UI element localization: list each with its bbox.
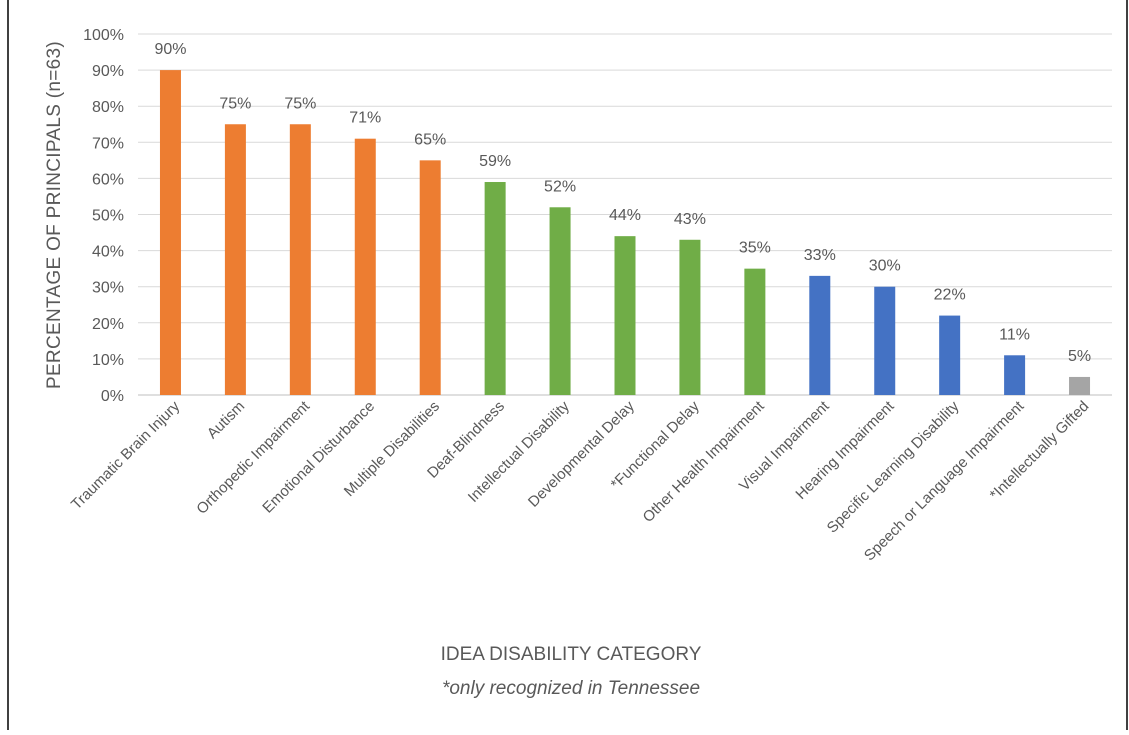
- data-label: 52%: [544, 178, 576, 195]
- data-label: 22%: [934, 287, 966, 304]
- x-tick-label: Emotional Disturbance: [259, 398, 378, 517]
- bar: [939, 315, 961, 395]
- data-label: 65%: [414, 131, 446, 148]
- x-tick-label: Traumatic Brain Injury: [68, 397, 184, 513]
- bar: [874, 286, 896, 395]
- data-label: 71%: [349, 110, 381, 127]
- bar: [159, 70, 181, 395]
- bar: [744, 268, 766, 395]
- data-label: 44%: [609, 207, 641, 224]
- data-label: 33%: [804, 247, 836, 264]
- data-label: 43%: [674, 211, 706, 228]
- bar: [1004, 355, 1026, 395]
- y-axis-tick-labels: 0% 10% 20% 30% 40% 50% 60% 70% 80% 90% 100%: [83, 27, 124, 405]
- bar: [354, 138, 376, 395]
- y-tick-label: 10%: [92, 352, 124, 369]
- bar: [549, 207, 571, 395]
- bars: [159, 70, 1091, 395]
- bar: [289, 124, 311, 395]
- data-label: 5%: [1068, 348, 1091, 365]
- x-axis-note: *only recognized in Tennessee: [442, 678, 700, 699]
- data-labels: 90% 75% 75% 71% 65% 59% 52% 44% 43% 35% 33% 30% 22% 1…: [154, 41, 1091, 365]
- bar: [679, 239, 701, 395]
- x-tick-label: Orthopedic Impairment: [193, 397, 313, 517]
- bar: [484, 182, 506, 395]
- x-axis-title: IDEA DISABILITY CATEGORY: [441, 644, 702, 665]
- y-tick-label: 0%: [101, 388, 124, 405]
- data-label: 59%: [479, 153, 511, 170]
- chart-border: [7, 0, 1128, 735]
- y-tick-label: 100%: [83, 27, 124, 44]
- y-tick-label: 50%: [92, 208, 124, 225]
- bar: [614, 236, 636, 395]
- data-label: 35%: [739, 240, 771, 257]
- data-label: 11%: [999, 326, 1030, 343]
- x-tick-label: Specific Learning Disability: [824, 397, 963, 536]
- y-axis-title: PERCENTAGE OF PRINCIPALS (n=63): [44, 41, 65, 389]
- x-tick-label: Other Health Impairment: [640, 397, 769, 526]
- y-tick-label: 60%: [92, 171, 124, 188]
- x-tick-label: Autism: [204, 398, 248, 442]
- y-tick-label: 70%: [92, 135, 124, 152]
- y-tick-label: 40%: [92, 244, 124, 261]
- bar: [419, 160, 441, 395]
- x-tick-label: Developmental Delay: [525, 397, 638, 510]
- data-label: 75%: [219, 95, 251, 112]
- y-tick-label: 20%: [92, 316, 124, 333]
- bar: [809, 275, 831, 395]
- data-label: 30%: [869, 258, 901, 275]
- y-tick-label: 80%: [92, 99, 124, 116]
- data-label: 90%: [154, 41, 186, 58]
- bar: [224, 124, 246, 395]
- data-label: 75%: [284, 95, 316, 112]
- y-tick-label: 90%: [92, 63, 124, 80]
- bar: [1069, 376, 1091, 395]
- y-tick-label: 30%: [92, 280, 124, 297]
